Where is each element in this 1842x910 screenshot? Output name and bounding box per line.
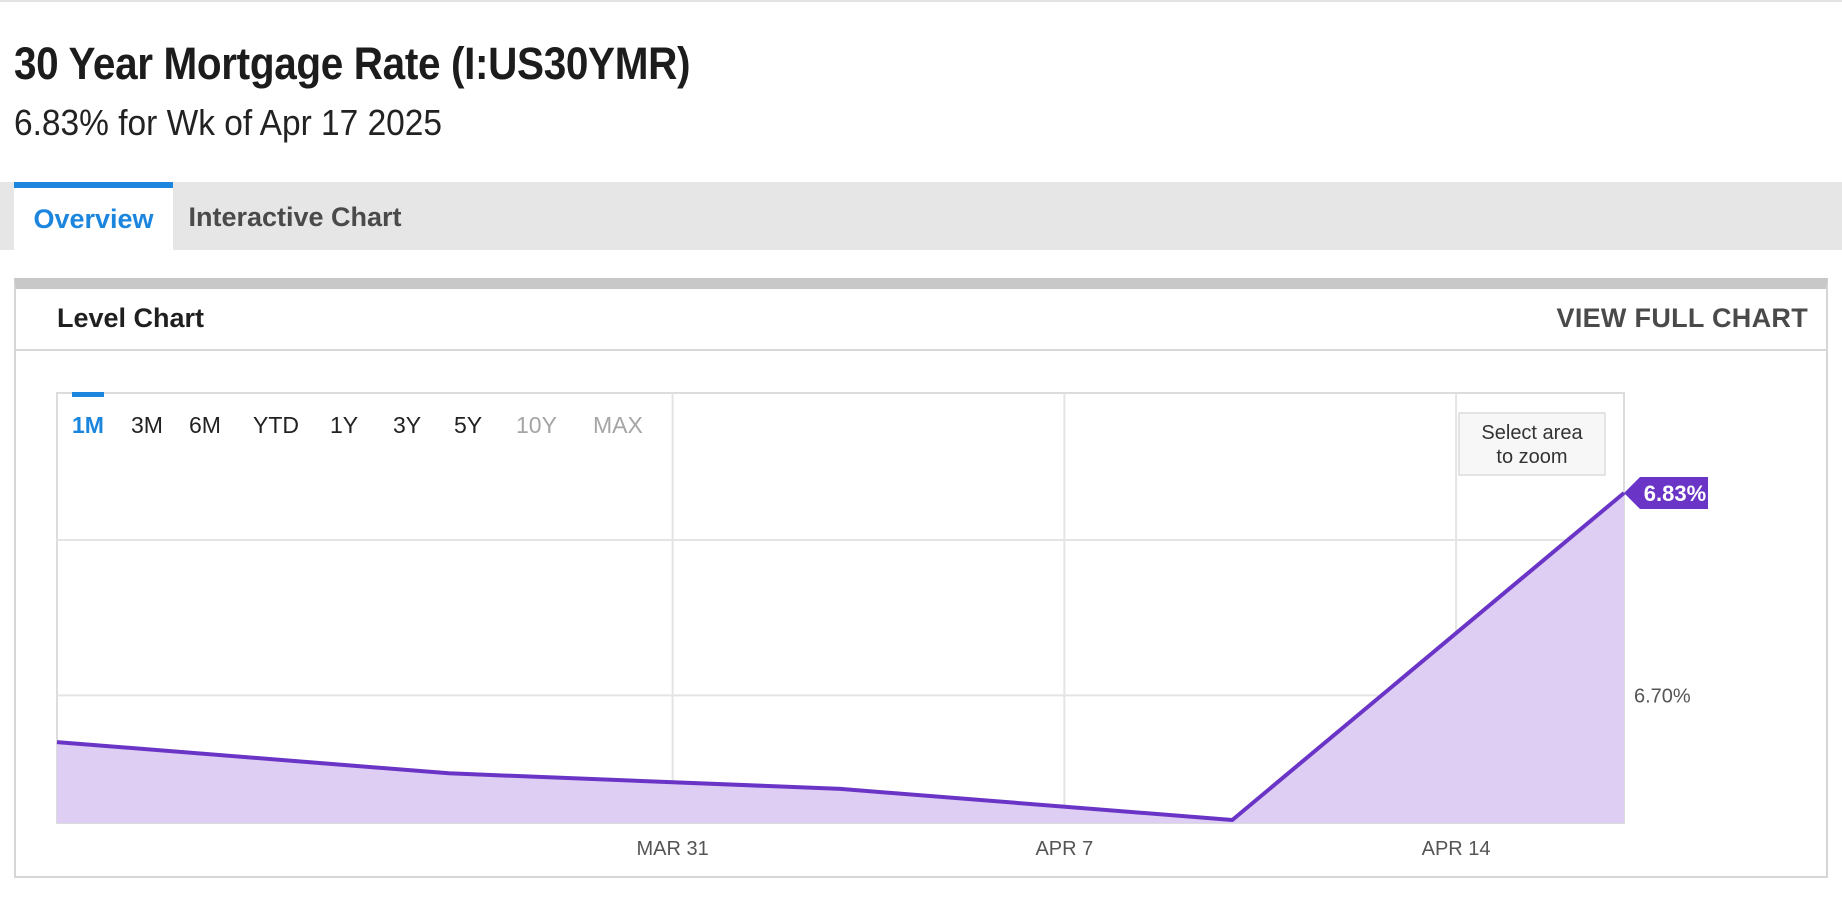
last-value-label: 6.83% <box>1644 481 1706 506</box>
range-button-label: 5Y <box>454 412 482 438</box>
range-button-label: 10Y <box>516 412 557 438</box>
range-selector: 1M 3M 6M YTD 1Y 3Y 5Y 10Y MAX <box>72 392 643 438</box>
x-tick-label: MAR 31 <box>636 838 708 860</box>
y-tick-label: 6.70% <box>1634 685 1691 707</box>
horizontal-gridlines <box>57 539 1624 697</box>
range-button-3m[interactable]: 3M <box>131 412 163 438</box>
active-range-indicator <box>72 392 104 397</box>
top-divider <box>0 0 1842 2</box>
range-button-label: MAX <box>593 412 643 438</box>
panel-header: Level Chart VIEW FULL CHART <box>16 289 1826 351</box>
page-subtitle: 6.83% for Wk of Apr 17 2025 <box>14 102 443 143</box>
x-axis-labels: MAR 31 APR 7 APR 14 <box>636 838 1490 860</box>
range-button-label: 1Y <box>330 412 358 438</box>
y-axis-labels: 6.70% <box>1634 685 1691 707</box>
range-button-label: YTD <box>253 412 299 438</box>
range-button-1y[interactable]: 1Y <box>330 412 358 438</box>
range-button-5y[interactable]: 5Y <box>454 412 482 438</box>
range-button-label: 3Y <box>393 412 421 438</box>
range-button-6m[interactable]: 6M <box>189 412 221 438</box>
range-button-ytd[interactable]: YTD <box>253 412 299 438</box>
panel-title: Level Chart <box>57 303 205 333</box>
last-value-badge: 6.83% <box>1624 477 1708 509</box>
range-button-1m[interactable]: 1M <box>72 392 104 438</box>
range-button-3y[interactable]: 3Y <box>393 412 421 438</box>
x-tick-label: APR 7 <box>1035 838 1093 860</box>
series-area <box>57 493 1624 823</box>
range-button-max[interactable]: MAX <box>593 412 643 438</box>
tab-bar: Overview Interactive Chart <box>0 182 1842 250</box>
view-full-chart-link[interactable]: VIEW FULL CHART <box>1556 303 1808 333</box>
range-button-label: 6M <box>189 412 221 438</box>
tab-overview[interactable]: Overview <box>14 182 173 250</box>
last-value-badge-shape <box>1624 477 1708 509</box>
series-points <box>56 492 1625 821</box>
zoom-hint-line2: to zoom <box>1496 446 1567 468</box>
range-button-10y[interactable]: 10Y <box>516 412 557 438</box>
zoom-hint-box <box>1458 412 1606 476</box>
page-title: 30 Year Mortgage Rate (I:US30YMR) <box>14 38 691 89</box>
x-tick-label: APR 14 <box>1422 838 1491 860</box>
tab-interactive-chart[interactable]: Interactive Chart <box>188 202 402 232</box>
zoom-hint-line1: Select area <box>1481 422 1583 444</box>
range-button-label: 3M <box>131 412 163 438</box>
range-button-label: 1M <box>72 412 104 438</box>
zoom-hint: Select area to zoom <box>1458 412 1606 476</box>
